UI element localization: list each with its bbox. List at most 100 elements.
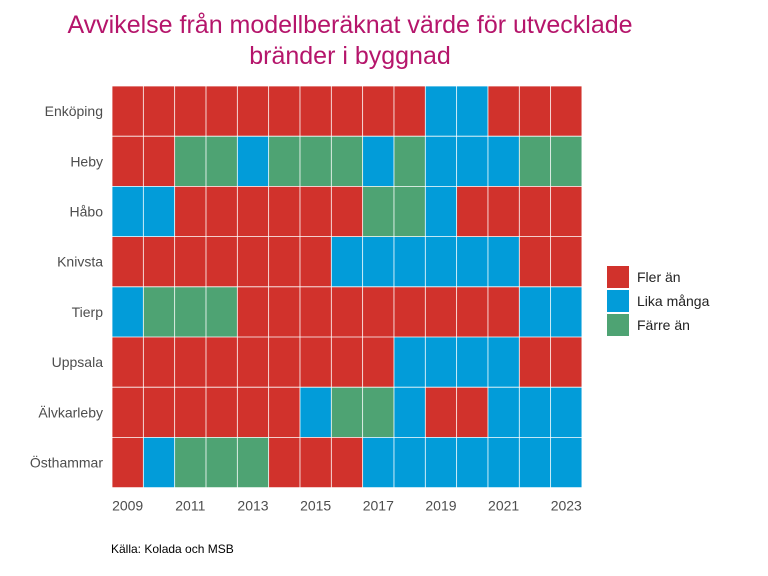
heatmap-cell: [268, 337, 300, 388]
x-axis-tick-label: 2019: [425, 498, 456, 514]
heatmap-cell: [393, 337, 426, 388]
heatmap-cell: [393, 437, 426, 488]
heatmap-cell: [112, 337, 144, 388]
heatmap-cell: [456, 236, 488, 287]
heatmap-cell: [519, 136, 551, 187]
heatmap-cell: [112, 387, 144, 438]
heatmap-cell: [205, 136, 238, 187]
heatmap-cell: [487, 337, 520, 388]
x-axis-tick-label: 2021: [488, 498, 519, 514]
heatmap-cell: [143, 437, 175, 488]
heatmap-cell: [112, 437, 144, 488]
heatmap-cell: [205, 387, 238, 438]
heatmap-cell: [425, 136, 457, 187]
heatmap-cell: [519, 236, 551, 287]
y-axis-label: Knivsta: [57, 254, 103, 270]
heatmap-cell: [550, 136, 582, 187]
heatmap-cell: [268, 437, 300, 488]
legend-swatch-farre: [607, 314, 629, 336]
heatmap-cell: [362, 337, 394, 388]
heatmap-cell: [237, 86, 269, 137]
heatmap-cell: [299, 136, 332, 187]
heatmap-cell: [143, 86, 175, 137]
x-axis-tick-label: 2013: [237, 498, 268, 514]
heatmap-cell: [425, 337, 457, 388]
heatmap-cell: [519, 337, 551, 388]
heatmap-cell: [268, 86, 300, 137]
legend-item-lika: Lika många: [607, 289, 709, 313]
heatmap-cell: [143, 387, 175, 438]
heatmap-cell: [205, 186, 238, 237]
heatmap-cell: [487, 286, 520, 337]
heatmap-cell: [143, 136, 175, 187]
legend-item-fler: Fler än: [607, 265, 709, 289]
heatmap-cell: [112, 136, 144, 187]
heatmap-cell: [205, 337, 238, 388]
heatmap-cell: [550, 337, 582, 388]
heatmap-cell: [299, 437, 332, 488]
heatmap-cell: [299, 186, 332, 237]
heatmap-cell: [362, 387, 394, 438]
heatmap-cell: [487, 236, 520, 287]
x-axis-tick-label: 2015: [300, 498, 331, 514]
heatmap-cell: [237, 387, 269, 438]
heatmap-cell: [393, 136, 426, 187]
heatmap-cell: [456, 437, 488, 488]
heatmap-cell: [456, 286, 488, 337]
heatmap-cell: [112, 186, 144, 237]
heatmap-cell: [519, 286, 551, 337]
heatmap-cell: [237, 437, 269, 488]
heatmap-cell: [519, 387, 551, 438]
x-axis-tick-label: 2011: [175, 498, 205, 514]
heatmap-cell: [237, 286, 269, 337]
heatmap-cell: [174, 86, 206, 137]
heatmap-cell: [331, 236, 363, 287]
heatmap-cell: [112, 86, 144, 137]
heatmap-cell: [362, 286, 394, 337]
heatmap-cell: [550, 236, 582, 287]
chart-title-line-2: bränder i byggnad: [249, 42, 451, 70]
heatmap-cell: [362, 186, 394, 237]
heatmap-cell: [456, 337, 488, 388]
heatmap-cell: [268, 186, 300, 237]
chart-title-line-1: Avvikelse från modellberäknat värde för …: [67, 11, 633, 39]
heatmap-cell: [362, 86, 394, 137]
legend-swatch-fler: [607, 266, 629, 288]
heatmap-cell: [550, 86, 582, 137]
heatmap-cell: [174, 437, 206, 488]
heatmap-cell: [487, 387, 520, 438]
heatmap-cell: [331, 86, 363, 137]
legend-label-lika: Lika många: [637, 293, 710, 309]
heatmap-cell: [331, 186, 363, 237]
heatmap-cell: [299, 286, 332, 337]
y-axis-label: Älvkarleby: [38, 404, 103, 420]
x-axis-tick-label: 2023: [551, 498, 582, 514]
heatmap-cell: [425, 86, 457, 137]
heatmap-cell: [456, 136, 488, 187]
heatmap-cell: [143, 337, 175, 388]
legend-label-fler: Fler än: [637, 269, 681, 285]
y-axis-label: Östhammar: [30, 454, 103, 471]
y-axis-label: Heby: [70, 153, 103, 169]
heatmap-cell: [268, 136, 300, 187]
y-axis-label: Uppsala: [52, 354, 104, 370]
heatmap-cell: [393, 236, 426, 287]
heatmap-cell: [237, 186, 269, 237]
heatmap-cell: [519, 437, 551, 488]
heatmap-cell: [362, 437, 394, 488]
heatmap-cell: [205, 437, 238, 488]
heatmap-cell: [174, 186, 206, 237]
y-axis-label: Enköping: [45, 103, 103, 119]
heatmap-cell: [425, 236, 457, 287]
heatmap-cell: [362, 236, 394, 287]
heatmap-cell: [237, 337, 269, 388]
heatmap-cell: [237, 236, 269, 287]
legend-swatch-lika: [607, 290, 629, 312]
heatmap-cell: [487, 86, 520, 137]
heatmap-cell: [425, 437, 457, 488]
heatmap-cell: [205, 86, 238, 137]
x-axis-tick-label: 2017: [363, 498, 394, 514]
heatmap-cell: [299, 387, 332, 438]
heatmap-cell: [331, 286, 363, 337]
heatmap-cell: [112, 236, 144, 287]
